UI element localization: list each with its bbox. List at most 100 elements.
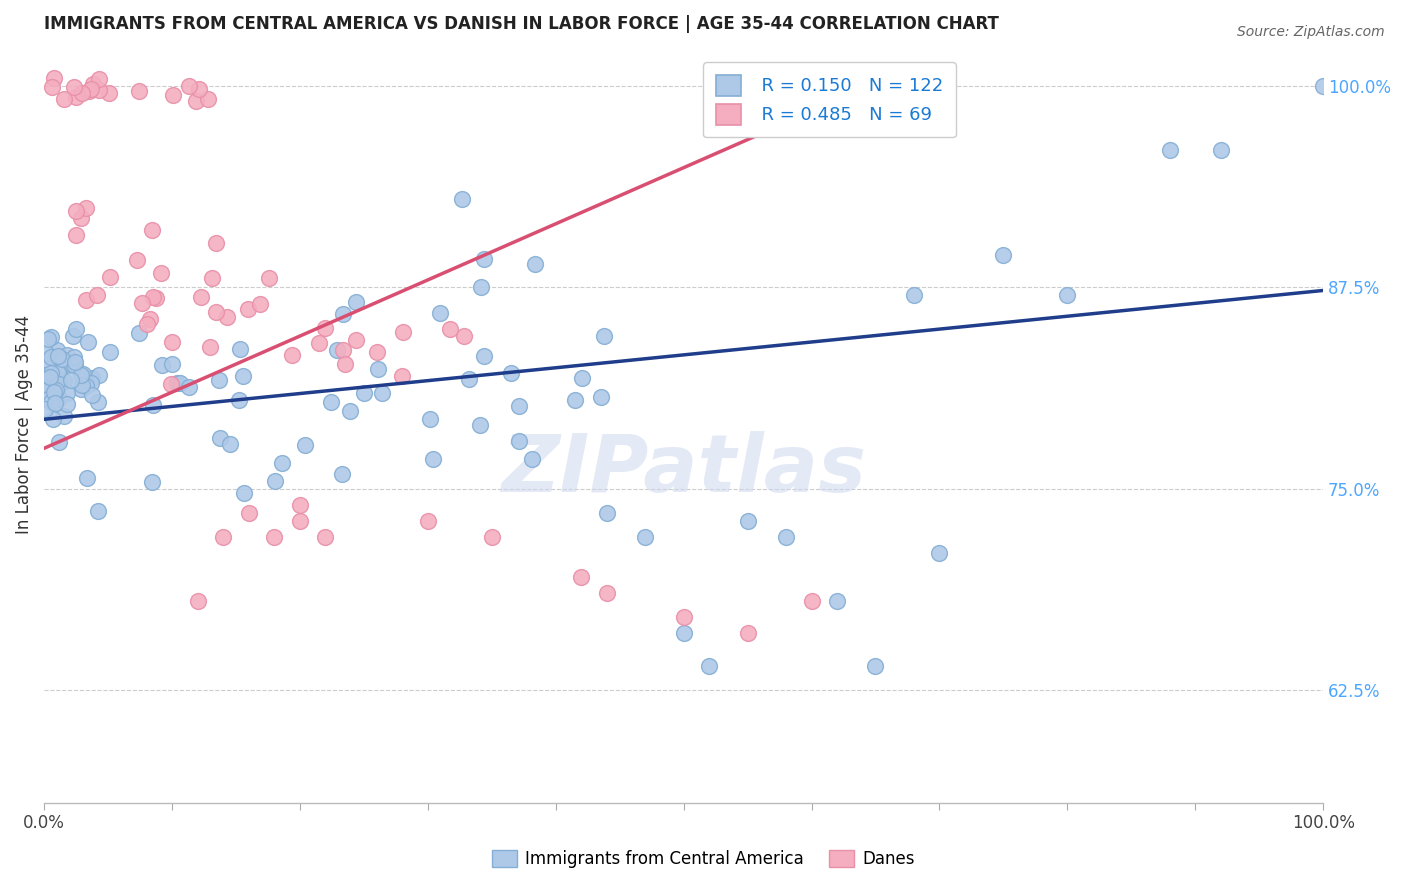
- Point: [429, 306, 451, 320]
- Point: [53, 409, 76, 423]
- Point: [152, 358, 174, 372]
- Point: [87, 83, 110, 97]
- Point: [41, 79, 63, 94]
- Point: [208, 373, 231, 387]
- Point: [928, 546, 950, 560]
- Point: [87, 368, 110, 382]
- Point: [45, 384, 67, 398]
- Point: [70, 87, 93, 101]
- Point: [201, 271, 224, 285]
- Point: [142, 398, 165, 412]
- Point: [344, 295, 367, 310]
- Point: [208, 431, 231, 445]
- Point: [218, 437, 240, 451]
- Point: [232, 369, 254, 384]
- Legend: Immigrants from Central America, Danes: Immigrants from Central America, Danes: [485, 843, 921, 875]
- Point: [48, 434, 70, 449]
- Point: [86, 395, 108, 409]
- Point: [481, 530, 503, 544]
- Point: [44, 369, 66, 384]
- Point: [391, 368, 413, 383]
- Point: [44, 385, 66, 400]
- Point: [993, 248, 1015, 262]
- Point: [422, 452, 444, 467]
- Point: [65, 203, 87, 218]
- Point: [98, 345, 121, 359]
- Point: [737, 626, 759, 640]
- Point: [39, 370, 62, 384]
- Point: [80, 376, 103, 391]
- Point: [825, 594, 848, 608]
- Point: [263, 474, 285, 488]
- Point: [339, 404, 361, 418]
- Point: [53, 375, 76, 389]
- Point: [55, 396, 77, 410]
- Point: [127, 252, 149, 267]
- Point: [325, 343, 347, 358]
- Point: [128, 326, 150, 340]
- Point: [508, 434, 530, 449]
- Point: [169, 376, 191, 391]
- Point: [1209, 144, 1232, 158]
- Point: [271, 456, 294, 470]
- Point: [228, 392, 250, 407]
- Point: [149, 267, 172, 281]
- Point: [65, 228, 87, 243]
- Point: [63, 358, 86, 372]
- Point: [184, 94, 207, 108]
- Point: [634, 530, 657, 544]
- Point: [333, 357, 356, 371]
- Point: [800, 594, 823, 608]
- Point: [367, 362, 389, 376]
- Point: [136, 317, 159, 331]
- Point: [87, 72, 110, 87]
- Point: [86, 288, 108, 302]
- Point: [60, 373, 83, 387]
- Point: [294, 438, 316, 452]
- Point: [76, 471, 98, 485]
- Point: [569, 570, 592, 584]
- Point: [166, 376, 188, 390]
- Point: [42, 412, 65, 426]
- Point: [217, 310, 239, 324]
- Point: [187, 594, 209, 608]
- Point: [470, 417, 492, 432]
- Point: [263, 530, 285, 544]
- Point: [70, 211, 93, 225]
- Point: [62, 328, 84, 343]
- Point: [141, 223, 163, 237]
- Point: [353, 385, 375, 400]
- Point: [70, 378, 93, 392]
- Point: [233, 486, 256, 500]
- Point: [98, 270, 121, 285]
- Point: [592, 328, 614, 343]
- Point: [596, 506, 619, 520]
- Point: [330, 467, 353, 482]
- Point: [72, 368, 94, 382]
- Point: [524, 257, 547, 271]
- Point: [35, 378, 58, 392]
- Text: ZIPatlas: ZIPatlas: [501, 431, 866, 508]
- Point: [238, 506, 260, 520]
- Point: [697, 658, 720, 673]
- Y-axis label: In Labor Force | Age 35-44: In Labor Force | Age 35-44: [15, 315, 32, 533]
- Point: [56, 347, 79, 361]
- Point: [77, 84, 100, 98]
- Point: [470, 280, 492, 294]
- Point: [37, 332, 59, 346]
- Point: [419, 412, 441, 426]
- Point: [508, 399, 530, 413]
- Point: [308, 335, 330, 350]
- Point: [34, 368, 56, 383]
- Point: [142, 290, 165, 304]
- Point: [332, 307, 354, 321]
- Point: [128, 84, 150, 98]
- Point: [457, 372, 479, 386]
- Point: [198, 340, 221, 354]
- Point: [65, 359, 87, 373]
- Point: [37, 392, 59, 407]
- Point: [865, 658, 887, 673]
- Point: [439, 322, 461, 336]
- Text: IMMIGRANTS FROM CENTRAL AMERICA VS DANISH IN LABOR FORCE | AGE 35-44 CORRELATION: IMMIGRANTS FROM CENTRAL AMERICA VS DANIS…: [44, 15, 1000, 33]
- Point: [80, 388, 103, 402]
